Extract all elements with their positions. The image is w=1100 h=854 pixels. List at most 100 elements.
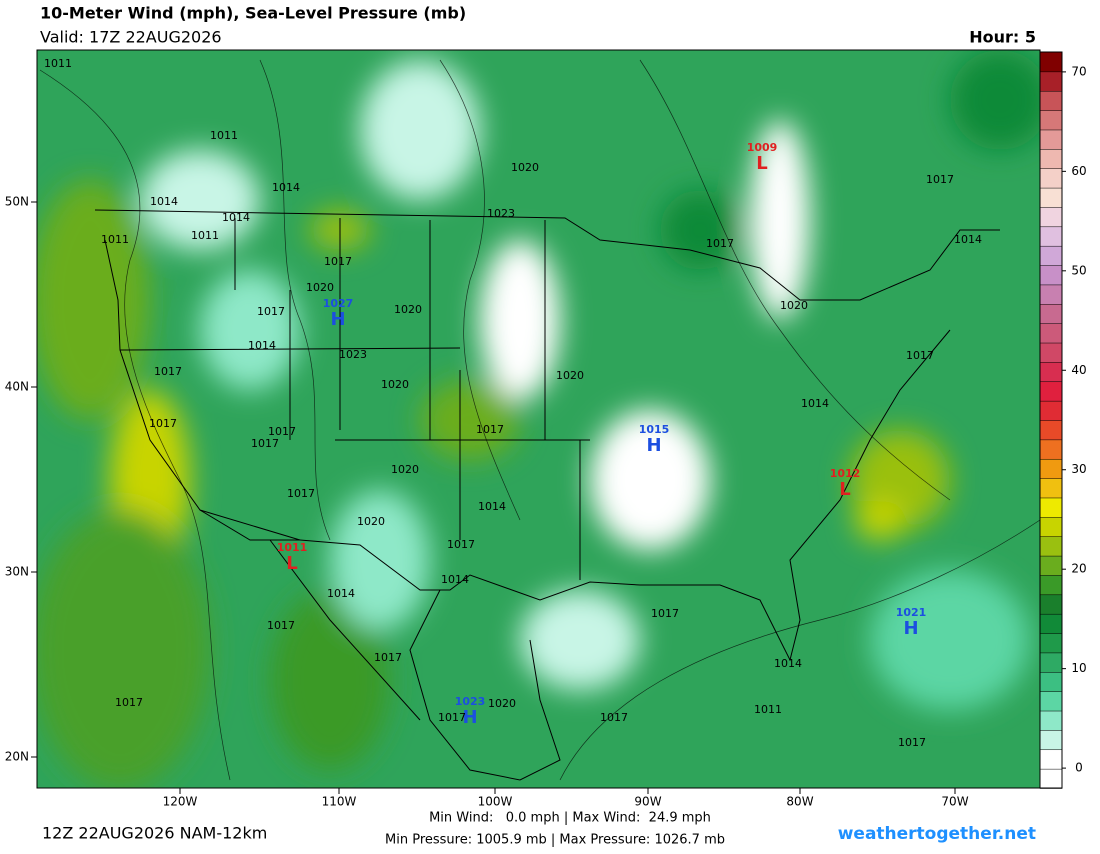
colorbar-swatch [1039, 226, 1063, 247]
colorbar-tick-label: 30 [1071, 462, 1086, 476]
colorbar-swatch [1039, 419, 1063, 441]
pressure-center-symbol: L [286, 553, 297, 574]
colorbar-swatch [1039, 652, 1063, 673]
colorbar-swatch [1039, 303, 1063, 324]
pressure-center-symbol: L [756, 153, 767, 174]
map-field [37, 50, 1040, 788]
isobar-label: 1014 [327, 587, 355, 600]
colorbar-swatch [1039, 768, 1063, 789]
colorbar-swatch [1039, 710, 1063, 731]
isobar-label: 1014 [248, 339, 276, 352]
isobar-label: 1020 [306, 281, 334, 294]
isobar-label: 1017 [438, 711, 466, 724]
colorbar-tick-label: 50 [1071, 263, 1086, 277]
isobar-label: 1020 [394, 303, 422, 316]
pressure-center-value: 1023 [455, 695, 486, 708]
lat-label: 30N [5, 565, 29, 579]
colorbar-swatch [1039, 497, 1063, 518]
isobar-label: 1017 [906, 349, 934, 362]
colorbar-swatch [1039, 109, 1063, 131]
model-run: 12Z 22AUG2026 NAM-12km [42, 824, 267, 843]
colorbar-tick-label: 60 [1071, 164, 1086, 178]
isobar-label: 1017 [267, 619, 295, 632]
colorbar-swatch [1039, 381, 1063, 402]
isobar-label: 1014 [222, 211, 250, 224]
isobar-label: 1014 [441, 573, 469, 586]
colorbar-swatch [1039, 439, 1063, 460]
isobar-label: 1014 [272, 181, 300, 194]
isobar-label: 1017 [268, 425, 296, 438]
isobar-label: 1014 [774, 657, 802, 670]
pressure-center-symbol: H [646, 435, 661, 456]
colorbar-swatch [1039, 458, 1063, 479]
colorbar-swatch [1039, 361, 1063, 383]
isobar-label: 1017 [251, 437, 279, 450]
colorbar-swatch [1039, 51, 1063, 73]
isobar-label: 1020 [556, 369, 584, 382]
colorbar-swatch [1039, 477, 1063, 499]
colorbar-swatch [1039, 671, 1063, 692]
isobar-label: 1020 [511, 161, 539, 174]
isobar-label: 1014 [801, 397, 829, 410]
colorbar-swatch [1039, 690, 1063, 712]
colorbar-swatch [1039, 264, 1063, 286]
wind-stats: Min Wind: 0.0 mph | Max Wind: 24.9 mph [429, 811, 711, 826]
colorbar-swatch [1039, 555, 1063, 576]
isobar-label: 1017 [898, 736, 926, 749]
colorbar-swatch [1039, 167, 1063, 189]
isobar-label: 1017 [706, 237, 734, 250]
isobar-label: 1017 [115, 696, 143, 709]
lon-label: 120W [163, 795, 198, 809]
isobar-label: 1017 [926, 173, 954, 186]
colorbar-swatch [1039, 284, 1063, 305]
colorbar-swatch [1039, 574, 1063, 596]
colorbar-frame [1039, 51, 1063, 789]
pressure-center-symbol: H [330, 309, 345, 330]
valid-time: Valid: 17Z 22AUG2026 [40, 28, 222, 47]
isobar-label: 1011 [210, 129, 238, 142]
pressure-center-value: 1009 [747, 141, 778, 154]
isobar-label: 1017 [324, 255, 352, 268]
colorbar-tick-label: 20 [1071, 562, 1086, 576]
isobar-label: 1011 [191, 229, 219, 242]
isobar-label: 1020 [391, 463, 419, 476]
isobar-label: 1017 [651, 607, 679, 620]
lon-label: 100W [478, 795, 513, 809]
pressure-stats: Min Pressure: 1005.9 mb | Max Pressure: … [385, 833, 725, 848]
colorbar-swatch [1039, 90, 1063, 111]
lon-label: 90W [634, 795, 661, 809]
lon-label: 80W [786, 795, 813, 809]
isobar-label: 1011 [44, 57, 72, 70]
isobar-label: 1014 [954, 233, 982, 246]
colorbar-swatch [1039, 148, 1063, 169]
pressure-center-value: 1015 [639, 423, 670, 436]
title: 10-Meter Wind (mph), Sea-Level Pressure … [40, 4, 466, 23]
lat-label: 20N [5, 750, 29, 764]
isobars [39, 59, 1040, 781]
colorbar-swatch [1039, 400, 1063, 421]
colorbar-swatch [1039, 632, 1063, 654]
forecast-hour: Hour: 5 [969, 28, 1036, 47]
lon-label: 110W [322, 795, 357, 809]
pressure-center-value: 1012 [830, 467, 861, 480]
colorbar-swatch [1039, 206, 1063, 228]
isobar-label: 1014 [150, 195, 178, 208]
isobar-label: 1020 [357, 515, 385, 528]
colorbar-swatch [1039, 613, 1063, 634]
isobar-label: 1017 [287, 487, 315, 500]
isobar-label: 1017 [154, 365, 182, 378]
colorbar-swatch [1039, 187, 1063, 208]
isobar-label: 1014 [478, 500, 506, 513]
colorbar-tick-label: 0 [1075, 761, 1083, 775]
isobar-label: 1020 [780, 299, 808, 312]
isobar-label: 1017 [374, 651, 402, 664]
colorbar-tick-label: 40 [1071, 363, 1086, 377]
colorbar-swatch [1039, 729, 1063, 751]
isobar-label: 1020 [381, 378, 409, 391]
isobar-label: 1011 [101, 233, 129, 246]
lat-label: 40N [5, 380, 29, 394]
isobar-label: 1017 [149, 417, 177, 430]
colorbar-swatch [1039, 322, 1063, 344]
